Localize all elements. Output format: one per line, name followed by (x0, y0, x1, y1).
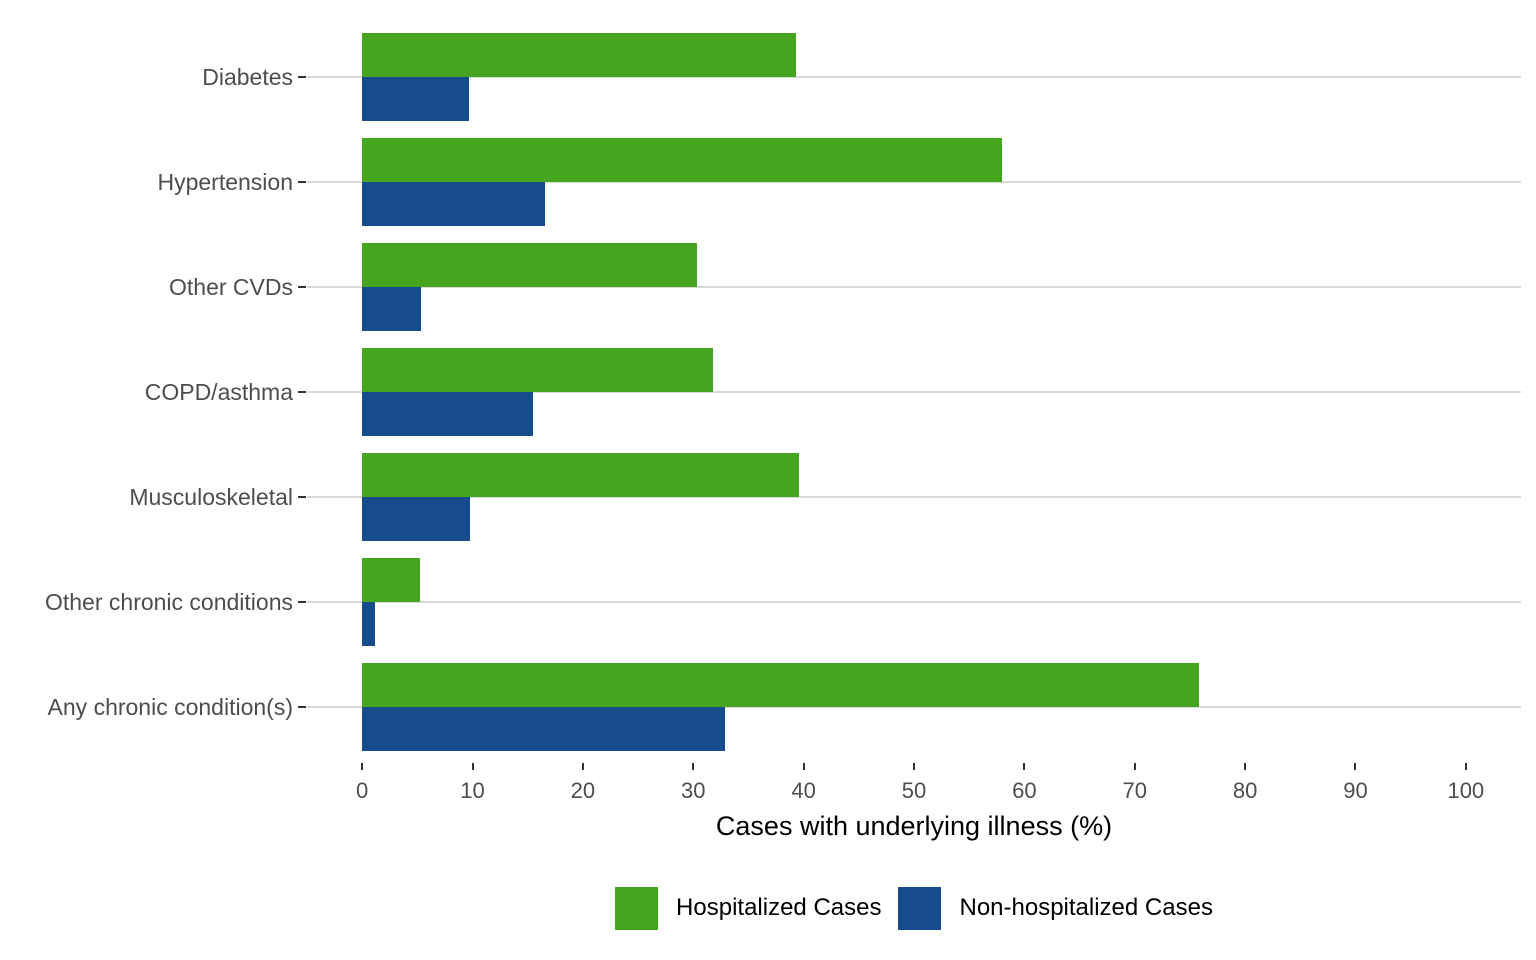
x-tick (581, 763, 584, 770)
y-tick (298, 286, 306, 288)
y-axis-label: Hypertension (157, 169, 293, 195)
y-tick (298, 601, 306, 603)
y-axis-label: Diabetes (202, 64, 293, 90)
y-tick (298, 76, 306, 78)
nonhospitalized-bar (362, 182, 546, 226)
category-gridline (307, 496, 1521, 498)
x-tick-label: 60 (1012, 778, 1037, 803)
hospitalized-bar (362, 243, 697, 287)
category-gridline (307, 286, 1521, 288)
x-tick-label: 30 (681, 778, 706, 803)
y-axis-label: Other chronic conditions (44, 589, 293, 615)
y-axis-label: Any chronic condition(s) (47, 694, 293, 720)
x-tick-label: 70 (1122, 778, 1147, 803)
legend-item-nonhospitalized: Non-hospitalized Cases (898, 886, 1213, 930)
nonhospitalized-swatch (898, 886, 942, 930)
nonhospitalized-bar (362, 707, 726, 751)
x-tick (361, 763, 364, 770)
y-axis-label: Other CVDs (169, 274, 293, 300)
category-gridline (307, 181, 1521, 183)
y-axis-label: COPD/asthma (144, 379, 293, 405)
nonhospitalized-bar (362, 287, 421, 331)
nonhospitalized-bar (362, 392, 534, 436)
x-tick-label: 0 (356, 778, 369, 803)
y-tick (298, 391, 306, 393)
category-gridline (307, 601, 1521, 603)
hospitalized-swatch (615, 886, 659, 930)
x-tick (1354, 763, 1357, 770)
x-tick-label: 90 (1343, 778, 1368, 803)
x-tick-label: 50 (901, 778, 927, 803)
category-gridline (307, 391, 1521, 393)
hospitalized-bar (362, 663, 1199, 707)
x-tick-label: 10 (460, 778, 485, 803)
x-tick (1244, 763, 1247, 770)
x-tick (471, 763, 474, 770)
x-tick (692, 763, 695, 770)
category-gridline (307, 706, 1521, 708)
nonhospitalized-bar (362, 602, 376, 646)
legend-item-hospitalized: Hospitalized Cases (615, 886, 882, 930)
x-tick-label: 100 (1447, 778, 1485, 803)
x-tick-label: 80 (1232, 778, 1258, 803)
hospitalized-bar (362, 453, 800, 497)
x-axis-title: Cases with underlying illness (%) (715, 811, 1113, 841)
x-tick (802, 763, 805, 770)
x-tick (1464, 763, 1467, 770)
category-gridline (307, 76, 1521, 78)
hospitalized-bar (362, 138, 1003, 182)
hospitalized-bar (362, 33, 796, 77)
legend: Hospitalized Cases Non-hospitalized Cases (307, 886, 1521, 930)
legend-label: Non-hospitalized Cases (959, 894, 1213, 921)
legend-label: Hospitalized Cases (676, 894, 882, 921)
nonhospitalized-bar (362, 497, 471, 541)
plot-panel (307, 14, 1521, 763)
y-tick (298, 706, 306, 708)
y-axis-label: Musculoskeletal (129, 484, 293, 510)
x-tick (913, 763, 915, 770)
hospitalized-bar (362, 558, 420, 602)
hospitalized-bar (362, 348, 714, 392)
x-tick (1023, 763, 1026, 770)
y-tick (298, 181, 306, 183)
x-tick-label: 20 (570, 778, 596, 803)
x-tick-label: 40 (791, 778, 816, 803)
x-tick (1133, 763, 1136, 770)
y-tick (298, 496, 306, 498)
nonhospitalized-bar (362, 77, 470, 121)
